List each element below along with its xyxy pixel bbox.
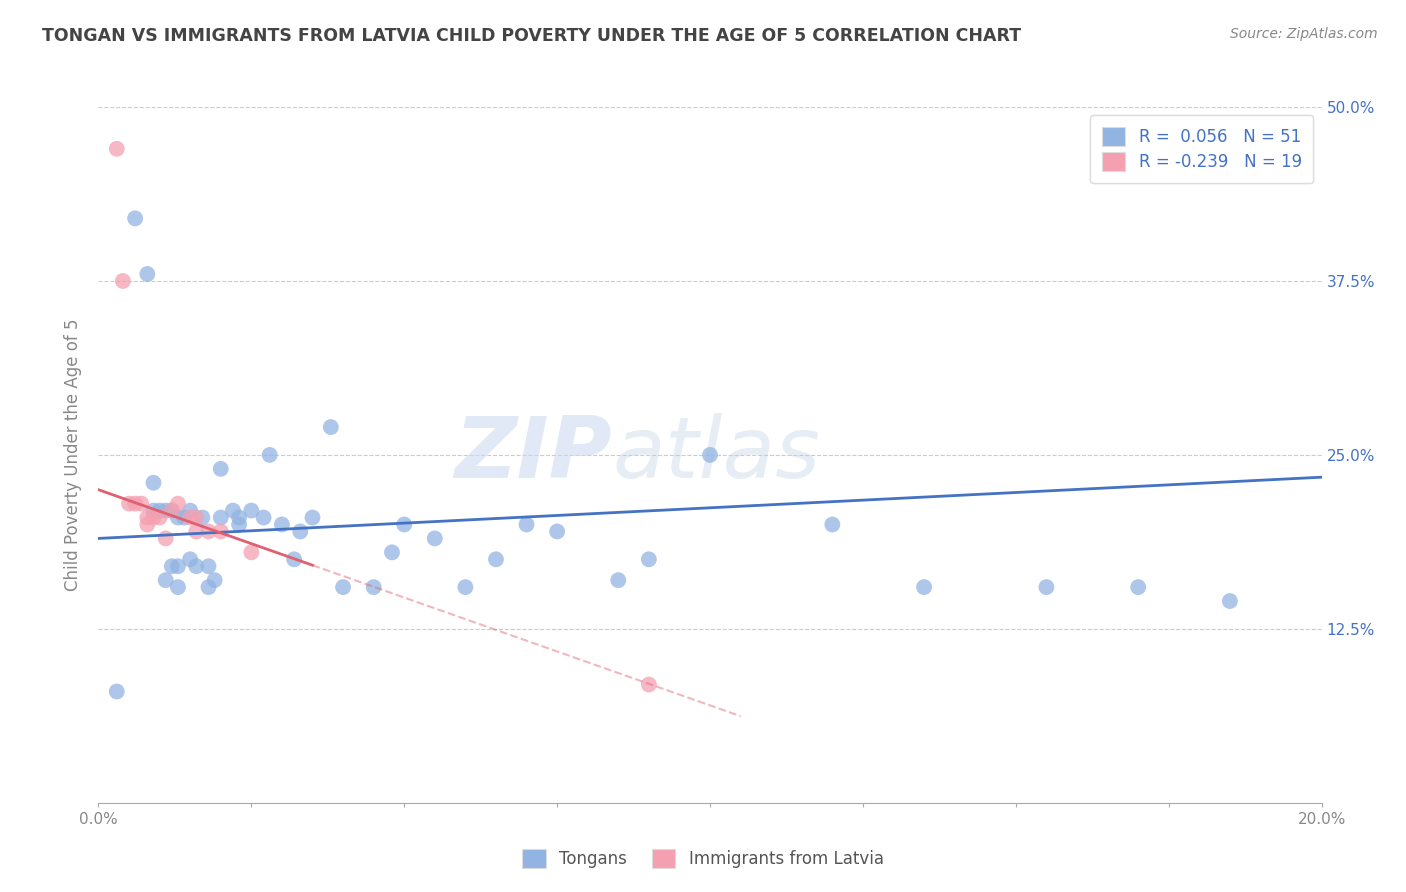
Point — [485, 552, 508, 566]
Point — [546, 524, 568, 539]
Point — [699, 448, 721, 462]
Point — [167, 580, 190, 594]
Point — [105, 142, 128, 156]
Legend: Tongans, Immigrants from Latvia: Tongans, Immigrants from Latvia — [516, 842, 890, 875]
Point — [118, 497, 141, 511]
Point — [363, 580, 385, 594]
Point — [332, 580, 354, 594]
Point — [516, 517, 538, 532]
Point — [186, 510, 208, 524]
Point — [259, 448, 281, 462]
Text: TONGAN VS IMMIGRANTS FROM LATVIA CHILD POVERTY UNDER THE AGE OF 5 CORRELATION CH: TONGAN VS IMMIGRANTS FROM LATVIA CHILD P… — [42, 27, 1021, 45]
Point — [607, 573, 630, 587]
Point — [454, 580, 477, 594]
Point — [186, 559, 208, 574]
Point — [136, 517, 159, 532]
Point — [186, 524, 208, 539]
Point — [173, 510, 195, 524]
Point — [912, 580, 935, 594]
Point — [124, 211, 146, 226]
Point — [105, 684, 128, 698]
Point — [1128, 580, 1150, 594]
Point — [142, 503, 165, 517]
Point — [167, 559, 190, 574]
Point — [270, 517, 292, 532]
Point — [149, 503, 172, 517]
Point — [637, 677, 661, 691]
Point — [197, 559, 219, 574]
Text: atlas: atlas — [612, 413, 820, 497]
Point — [179, 510, 201, 524]
Y-axis label: Child Poverty Under the Age of 5: Child Poverty Under the Age of 5 — [65, 318, 83, 591]
Point — [149, 510, 172, 524]
Point — [136, 510, 159, 524]
Point — [209, 510, 232, 524]
Point — [209, 462, 232, 476]
Legend: R =  0.056   N = 51, R = -0.239   N = 19: R = 0.056 N = 51, R = -0.239 N = 19 — [1090, 115, 1313, 183]
Point — [179, 552, 201, 566]
Point — [160, 503, 183, 517]
Text: Source: ZipAtlas.com: Source: ZipAtlas.com — [1230, 27, 1378, 41]
Point — [283, 552, 305, 566]
Point — [155, 503, 177, 517]
Point — [252, 510, 274, 524]
Point — [637, 552, 661, 566]
Point — [821, 517, 844, 532]
Point — [392, 517, 416, 532]
Point — [124, 497, 146, 511]
Point — [179, 503, 201, 517]
Point — [290, 524, 312, 539]
Point — [111, 274, 134, 288]
Point — [191, 510, 214, 524]
Point — [204, 573, 226, 587]
Point — [167, 497, 190, 511]
Point — [136, 267, 159, 281]
Point — [228, 510, 250, 524]
Point — [160, 559, 183, 574]
Point — [142, 510, 165, 524]
Point — [1219, 594, 1241, 608]
Point — [381, 545, 404, 559]
Point — [197, 580, 219, 594]
Point — [209, 524, 232, 539]
Point — [319, 420, 342, 434]
Point — [155, 532, 177, 546]
Point — [301, 510, 323, 524]
Point — [240, 503, 263, 517]
Point — [423, 532, 446, 546]
Point — [240, 545, 263, 559]
Point — [222, 503, 245, 517]
Point — [129, 497, 152, 511]
Point — [167, 510, 190, 524]
Point — [228, 517, 250, 532]
Point — [142, 475, 165, 490]
Point — [197, 524, 219, 539]
Text: ZIP: ZIP — [454, 413, 612, 497]
Point — [1035, 580, 1057, 594]
Point — [160, 503, 183, 517]
Point — [155, 573, 177, 587]
